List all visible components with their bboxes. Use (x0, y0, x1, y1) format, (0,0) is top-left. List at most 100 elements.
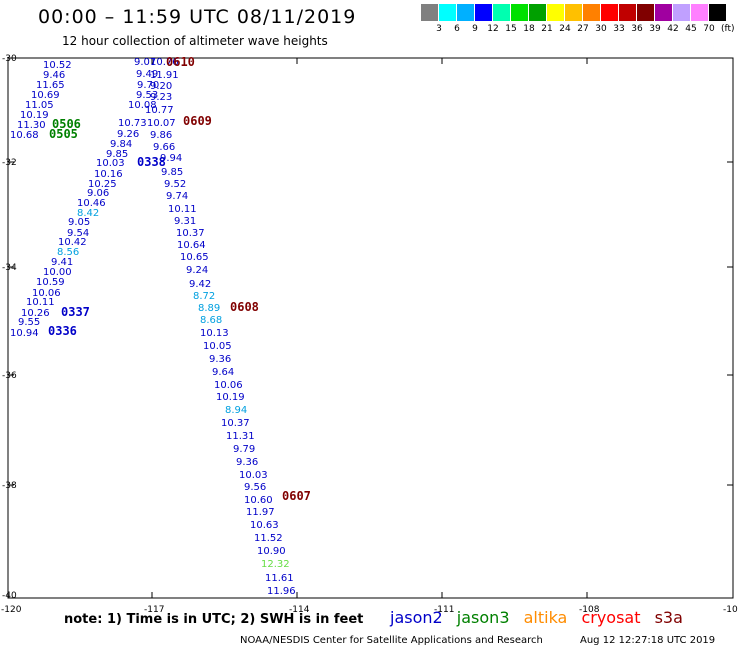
lat-label: -36 (2, 371, 17, 381)
swh-value: 9.41 (51, 257, 73, 268)
lat-label: -40 (2, 591, 17, 601)
colorbar-swatch (709, 4, 726, 21)
swh-value: 10.64 (177, 240, 206, 251)
swh-value: 9.05 (68, 217, 90, 228)
map-frame (7, 57, 734, 599)
swh-value: 10.19 (216, 392, 245, 403)
swh-value: 10.03 (96, 158, 125, 169)
swh-value: 9.36 (236, 457, 258, 468)
swh-value: 8.72 (193, 291, 215, 302)
swh-value: 9.46 (43, 70, 65, 81)
swh-value: 9.52 (164, 179, 186, 190)
swh-value: 9.86 (150, 130, 172, 141)
legend-altika: altika (523, 608, 568, 627)
swh-value: 9.53 (136, 90, 158, 101)
swh-value: 10.06 (32, 288, 61, 299)
swh-value: 10.11 (168, 204, 197, 215)
swh-value: 8.94 (225, 405, 247, 416)
swh-value: 11.30 (17, 120, 46, 131)
colorbar-swatch (529, 4, 546, 21)
lat-label: -30 (2, 54, 17, 64)
swh-value: 8.68 (200, 315, 222, 326)
page-subtitle: 12 hour collection of altimeter wave hei… (62, 34, 328, 48)
colorbar-tick: 30 (595, 24, 607, 34)
generated-timestamp: Aug 12 12:27:18 UTC 2019 (580, 635, 716, 646)
swh-value: 10.07 (147, 118, 176, 129)
swh-value: 10.03 (239, 470, 268, 481)
pass-time-label: 0337 (61, 305, 90, 319)
colorbar-tick: 15 (505, 24, 517, 34)
colorbar-swatch (493, 4, 510, 21)
swh-value: 9.85 (106, 149, 128, 160)
swh-value: 10.90 (257, 546, 286, 557)
swh-value: 10.05 (203, 341, 232, 352)
colorbar-tick: 70 (703, 24, 715, 34)
lon-label: -117 (144, 605, 164, 615)
swh-value: 10.00 (43, 267, 72, 278)
pass-time-label: 0610 (166, 55, 195, 69)
lon-label: -114 (289, 605, 310, 615)
swh-value: 9.24 (186, 265, 208, 276)
legend-s3a: s3a (654, 608, 683, 627)
swh-value: 10.94 (10, 328, 39, 339)
swh-value: 10.06 (214, 380, 243, 391)
swh-value: 9.66 (153, 142, 175, 153)
swh-value: 10.65 (180, 252, 209, 263)
swh-value: 9.49 (136, 69, 158, 80)
swh-value: 9.36 (209, 354, 231, 365)
lon-label: -120 (1, 605, 22, 615)
legend-cryosat: cryosat (581, 608, 641, 627)
swh-value: 10.77 (145, 105, 174, 116)
lon-label: -10 (723, 605, 738, 615)
colorbar-tick: 33 (613, 24, 625, 34)
colorbar-swatch (565, 4, 582, 21)
lon-label: -108 (579, 605, 600, 615)
legend-jason2: jason2 (390, 608, 443, 627)
swh-value: 11.65 (36, 80, 65, 91)
swh-value: 9.06 (87, 188, 109, 199)
swh-value: 10.11 (26, 297, 55, 308)
colorbar-tick: 6 (454, 24, 460, 34)
colorbar-swatch (637, 4, 654, 21)
swh-value: 10.26 (21, 308, 50, 319)
swh-value: 9.79 (233, 444, 255, 455)
swh-value: 9.54 (67, 228, 89, 239)
page-title: 00:00 – 11:59 UTC 08/11/2019 (38, 6, 357, 28)
colorbar-swatch (475, 4, 492, 21)
colorbar-tick: 39 (649, 24, 661, 34)
colorbar-tick: 12 (487, 24, 499, 34)
swh-value: 10.52 (43, 60, 72, 71)
swh-value: 11.05 (25, 100, 54, 111)
colorbar-swatch (583, 4, 600, 21)
note-text: note: 1) Time is in UTC; 2) SWH is in fe… (64, 612, 364, 627)
swh-value: 9.56 (244, 482, 266, 493)
map-border (7, 57, 734, 599)
colorbar-swatch (421, 4, 438, 21)
colorbar-swatch (511, 4, 528, 21)
swh-value: 10.37 (176, 228, 205, 239)
swh-value: 10.19 (20, 110, 49, 121)
pass-time-label: 0609 (183, 114, 212, 128)
swh-value: 8.42 (77, 208, 99, 219)
swh-value: 9.26 (117, 129, 139, 140)
pass-time-label: 0608 (230, 300, 259, 314)
swh-value: 9.20 (150, 81, 172, 92)
colorbar-tick: 3 (436, 24, 442, 34)
swh-value: 10.76 (150, 57, 179, 68)
swh-value: 11.31 (226, 431, 255, 442)
swh-value: 10.68 (10, 130, 39, 141)
swh-value: 10.46 (77, 198, 106, 209)
swh-value: 9.23 (150, 92, 172, 103)
swh-value: 11.91 (150, 70, 179, 81)
pass-time-label: 0338 (137, 155, 166, 169)
swh-value: 9.64 (212, 367, 234, 378)
colorbar-tick: 24 (559, 24, 571, 34)
swh-value: 10.37 (221, 418, 250, 429)
swh-value: 10.08 (128, 100, 157, 111)
lat-label: -38 (2, 481, 17, 491)
swh-value: 11.97 (246, 507, 275, 518)
colorbar-swatch (439, 4, 456, 21)
colorbar-tick: 45 (685, 24, 697, 34)
